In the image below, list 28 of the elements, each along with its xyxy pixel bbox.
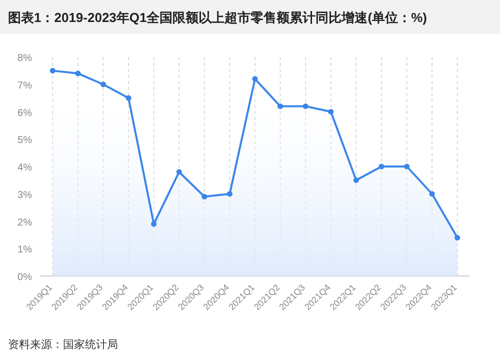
point: [100, 82, 106, 88]
point: [328, 108, 334, 115]
point: [404, 164, 410, 170]
point: [75, 70, 81, 76]
point: [454, 234, 460, 240]
point: [429, 191, 435, 197]
chart-title: 图表1：2019-2023年Q1全国限额以上超市零售额累计同比增速(单位：%): [8, 10, 427, 25]
point: [277, 103, 284, 110]
y-tick-label: 8%: [18, 53, 32, 64]
text: 资料来源：国家统计局: [8, 338, 118, 351]
y-tick-label: 3%: [18, 190, 32, 201]
point: [176, 169, 182, 175]
point: [378, 164, 384, 170]
point: [151, 221, 157, 227]
point: [353, 177, 359, 183]
y-tick-label: 1%: [18, 244, 32, 256]
y-tick-label: 7%: [18, 80, 32, 92]
point: [226, 191, 233, 197]
y-tick-label: 6%: [18, 108, 32, 119]
y-tick-label: 5%: [18, 135, 32, 146]
y-tick-label: 2%: [18, 217, 32, 228]
point: [202, 194, 208, 200]
y-tick-label: 0%: [18, 272, 32, 283]
y-tick-label: 4%: [18, 162, 32, 174]
point: [302, 103, 308, 110]
point: [252, 76, 258, 82]
point: [126, 95, 132, 101]
point: [50, 68, 56, 74]
